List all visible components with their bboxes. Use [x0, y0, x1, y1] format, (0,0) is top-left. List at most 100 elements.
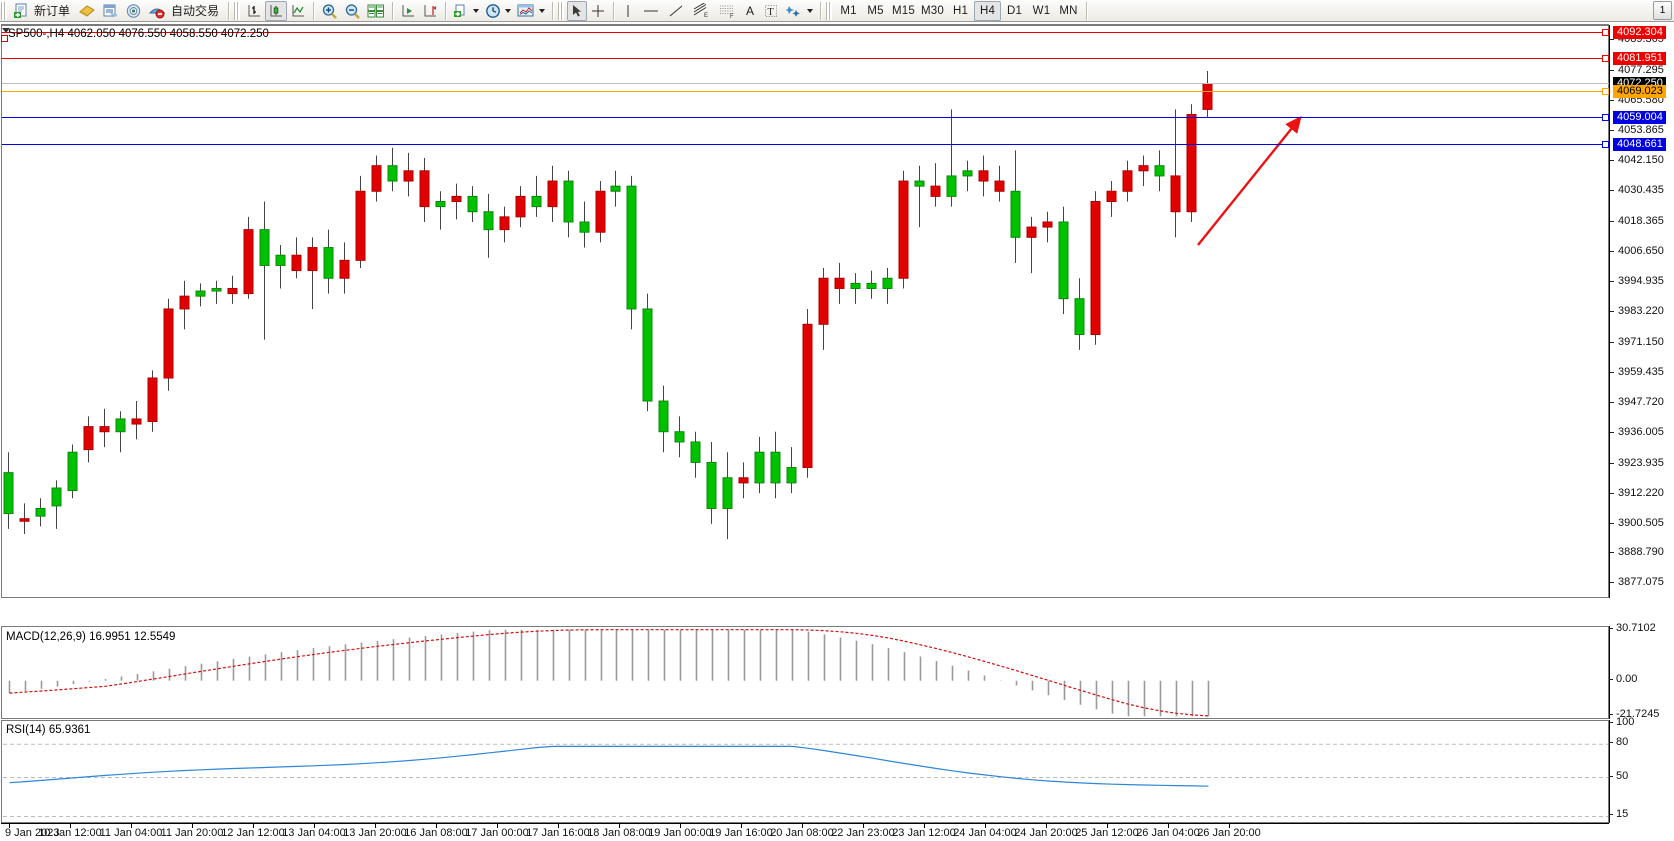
- fibonacci-button[interactable]: F: [714, 1, 740, 21]
- price-tick-label: 3994.935: [1618, 274, 1664, 287]
- time-tick-label: 23 Jan 12:00: [892, 827, 956, 839]
- text-label-button[interactable]: T: [760, 1, 782, 21]
- timeframe-m15-button[interactable]: M15: [889, 1, 918, 21]
- navigator-icon: [125, 3, 142, 19]
- candle-body: [690, 441, 701, 463]
- resistance-level-1[interactable]: 4092.304: [1613, 25, 1666, 39]
- support-level-2[interactable]: 4048.661: [1613, 137, 1666, 151]
- resistance-level-2-handle[interactable]: [1602, 55, 1609, 63]
- time-tick: [131, 824, 132, 828]
- support-level-1-line[interactable]: [2, 117, 1609, 119]
- trendline-button[interactable]: [664, 1, 688, 21]
- timeframe-w1-button[interactable]: W1: [1028, 1, 1055, 21]
- time-axis[interactable]: 9 Jan 2023 10 Jan 12:00 11 Jan 04:00 11 Jan…: [1, 823, 1609, 841]
- timeframe-m5-button[interactable]: M5: [862, 1, 889, 21]
- support-level-1-handle[interactable]: [1602, 114, 1609, 122]
- macd-pane[interactable]: [1, 626, 1609, 719]
- timeframe-mn-button[interactable]: MN: [1055, 1, 1082, 21]
- chart-tools-grip[interactable]: [234, 1, 241, 20]
- svg-text:F: F: [730, 14, 734, 19]
- templates-button[interactable]: [450, 1, 482, 21]
- window-list-button[interactable]: 1: [1653, 1, 1672, 20]
- rsi-pane[interactable]: [1, 720, 1609, 823]
- price-tick: [1610, 251, 1614, 252]
- indicators-button[interactable]: [514, 1, 548, 21]
- candle-body: [243, 229, 254, 295]
- cursor-button[interactable]: [567, 0, 588, 21]
- timeframe-h4-button[interactable]: H4: [974, 0, 1001, 21]
- candle-body: [1090, 201, 1101, 336]
- candle-body: [1010, 190, 1021, 238]
- toolbar-grip[interactable]: [1, 1, 7, 20]
- price-plot-area[interactable]: [2, 25, 1609, 598]
- candle-body: [610, 185, 621, 192]
- autotrading-button[interactable]: 自动交易: [145, 1, 224, 21]
- line-studies-grip[interactable]: [558, 1, 565, 20]
- support-level-1[interactable]: 4059.004: [1613, 111, 1666, 125]
- shift-chart-button[interactable]: [397, 1, 419, 21]
- timeframe-label: M30: [921, 4, 944, 17]
- time-tick-label: 24 Jan 20:00: [1014, 827, 1078, 839]
- price-tick: [1610, 130, 1614, 132]
- timeframe-grip[interactable]: [826, 1, 833, 20]
- time-tick-label: 10 Jan 12:00: [38, 827, 102, 839]
- price-tick-label: 3877.075: [1618, 576, 1664, 589]
- orange-level[interactable]: 4069.023: [1613, 85, 1666, 99]
- auto-scroll-button[interactable]: [419, 1, 441, 21]
- orange-level-line[interactable]: [2, 91, 1609, 93]
- price-tick-label: 3983.220: [1618, 304, 1664, 317]
- time-tick: [436, 824, 437, 828]
- candle-body: [451, 195, 462, 203]
- price-tick: [1610, 221, 1614, 223]
- price-axis[interactable]: 4089.365 4077.295 4065.580 4053.865 4042.150…: [1609, 25, 1674, 598]
- timeframe-m30-button[interactable]: M30: [918, 1, 947, 21]
- period-button[interactable]: [482, 1, 514, 21]
- horizontal-line-button[interactable]: [638, 1, 664, 21]
- time-tick: [70, 824, 71, 828]
- support-level-2-line[interactable]: [2, 143, 1609, 145]
- timeframe-m1-button[interactable]: M1: [835, 1, 862, 21]
- time-tick: [802, 824, 803, 828]
- data-window-icon: [102, 3, 119, 19]
- support-level-2-handle[interactable]: [1602, 140, 1609, 148]
- bar-chart-button[interactable]: [243, 1, 265, 21]
- candle-body: [818, 277, 829, 325]
- resistance-level-1-handle[interactable]: [1602, 28, 1609, 36]
- chart-header-handle[interactable]: [1, 35, 8, 42]
- equidistant-channel-button[interactable]: E: [688, 1, 714, 21]
- zoom-out-button[interactable]: [341, 1, 364, 21]
- macd-scale-label: -21.7245: [1616, 708, 1660, 720]
- time-tick: [253, 824, 254, 828]
- candle-body: [547, 180, 558, 208]
- resistance-level-2-line[interactable]: [2, 58, 1609, 60]
- resistance-level-1-line[interactable]: [2, 31, 1609, 33]
- indicators-caret-icon[interactable]: [539, 8, 546, 13]
- line-chart-button[interactable]: [287, 1, 309, 21]
- chart-collapse-icon[interactable]: [2, 28, 10, 33]
- templates-caret-icon[interactable]: [473, 8, 480, 13]
- candle-body: [515, 195, 526, 218]
- new-order-button[interactable]: 新订单: [10, 1, 75, 21]
- price-tick: [1610, 401, 1614, 403]
- tile-windows-button[interactable]: [364, 1, 388, 21]
- objects-caret-icon[interactable]: [807, 8, 814, 13]
- timeframe-d1-button[interactable]: D1: [1001, 1, 1028, 21]
- period-caret-icon[interactable]: [505, 8, 512, 13]
- text-button[interactable]: A: [740, 1, 760, 21]
- expert-advisor-button[interactable]: [75, 1, 99, 21]
- current-price-label-line[interactable]: [2, 83, 1609, 85]
- time-tick: [863, 824, 864, 828]
- vertical-line-button[interactable]: [618, 1, 638, 21]
- navigator-button[interactable]: [122, 1, 145, 21]
- resistance-level-2[interactable]: 4081.951: [1613, 52, 1666, 66]
- trend-arrow-annotation[interactable]: [2, 25, 1609, 598]
- objects-button[interactable]: [782, 1, 816, 21]
- data-window-button[interactable]: [99, 1, 122, 21]
- orange-level-handle[interactable]: [1602, 88, 1609, 96]
- candlestick-chart-button[interactable]: [265, 0, 288, 21]
- price-tick-label: 4053.865: [1618, 124, 1664, 137]
- crosshair-button[interactable]: [587, 1, 609, 21]
- timeframe-h1-button[interactable]: H1: [947, 1, 974, 21]
- zoom-in-button[interactable]: [318, 1, 341, 21]
- chart-window[interactable]: SP500-,H4 4062.050 4076.550 4058.550 407…: [0, 22, 1674, 841]
